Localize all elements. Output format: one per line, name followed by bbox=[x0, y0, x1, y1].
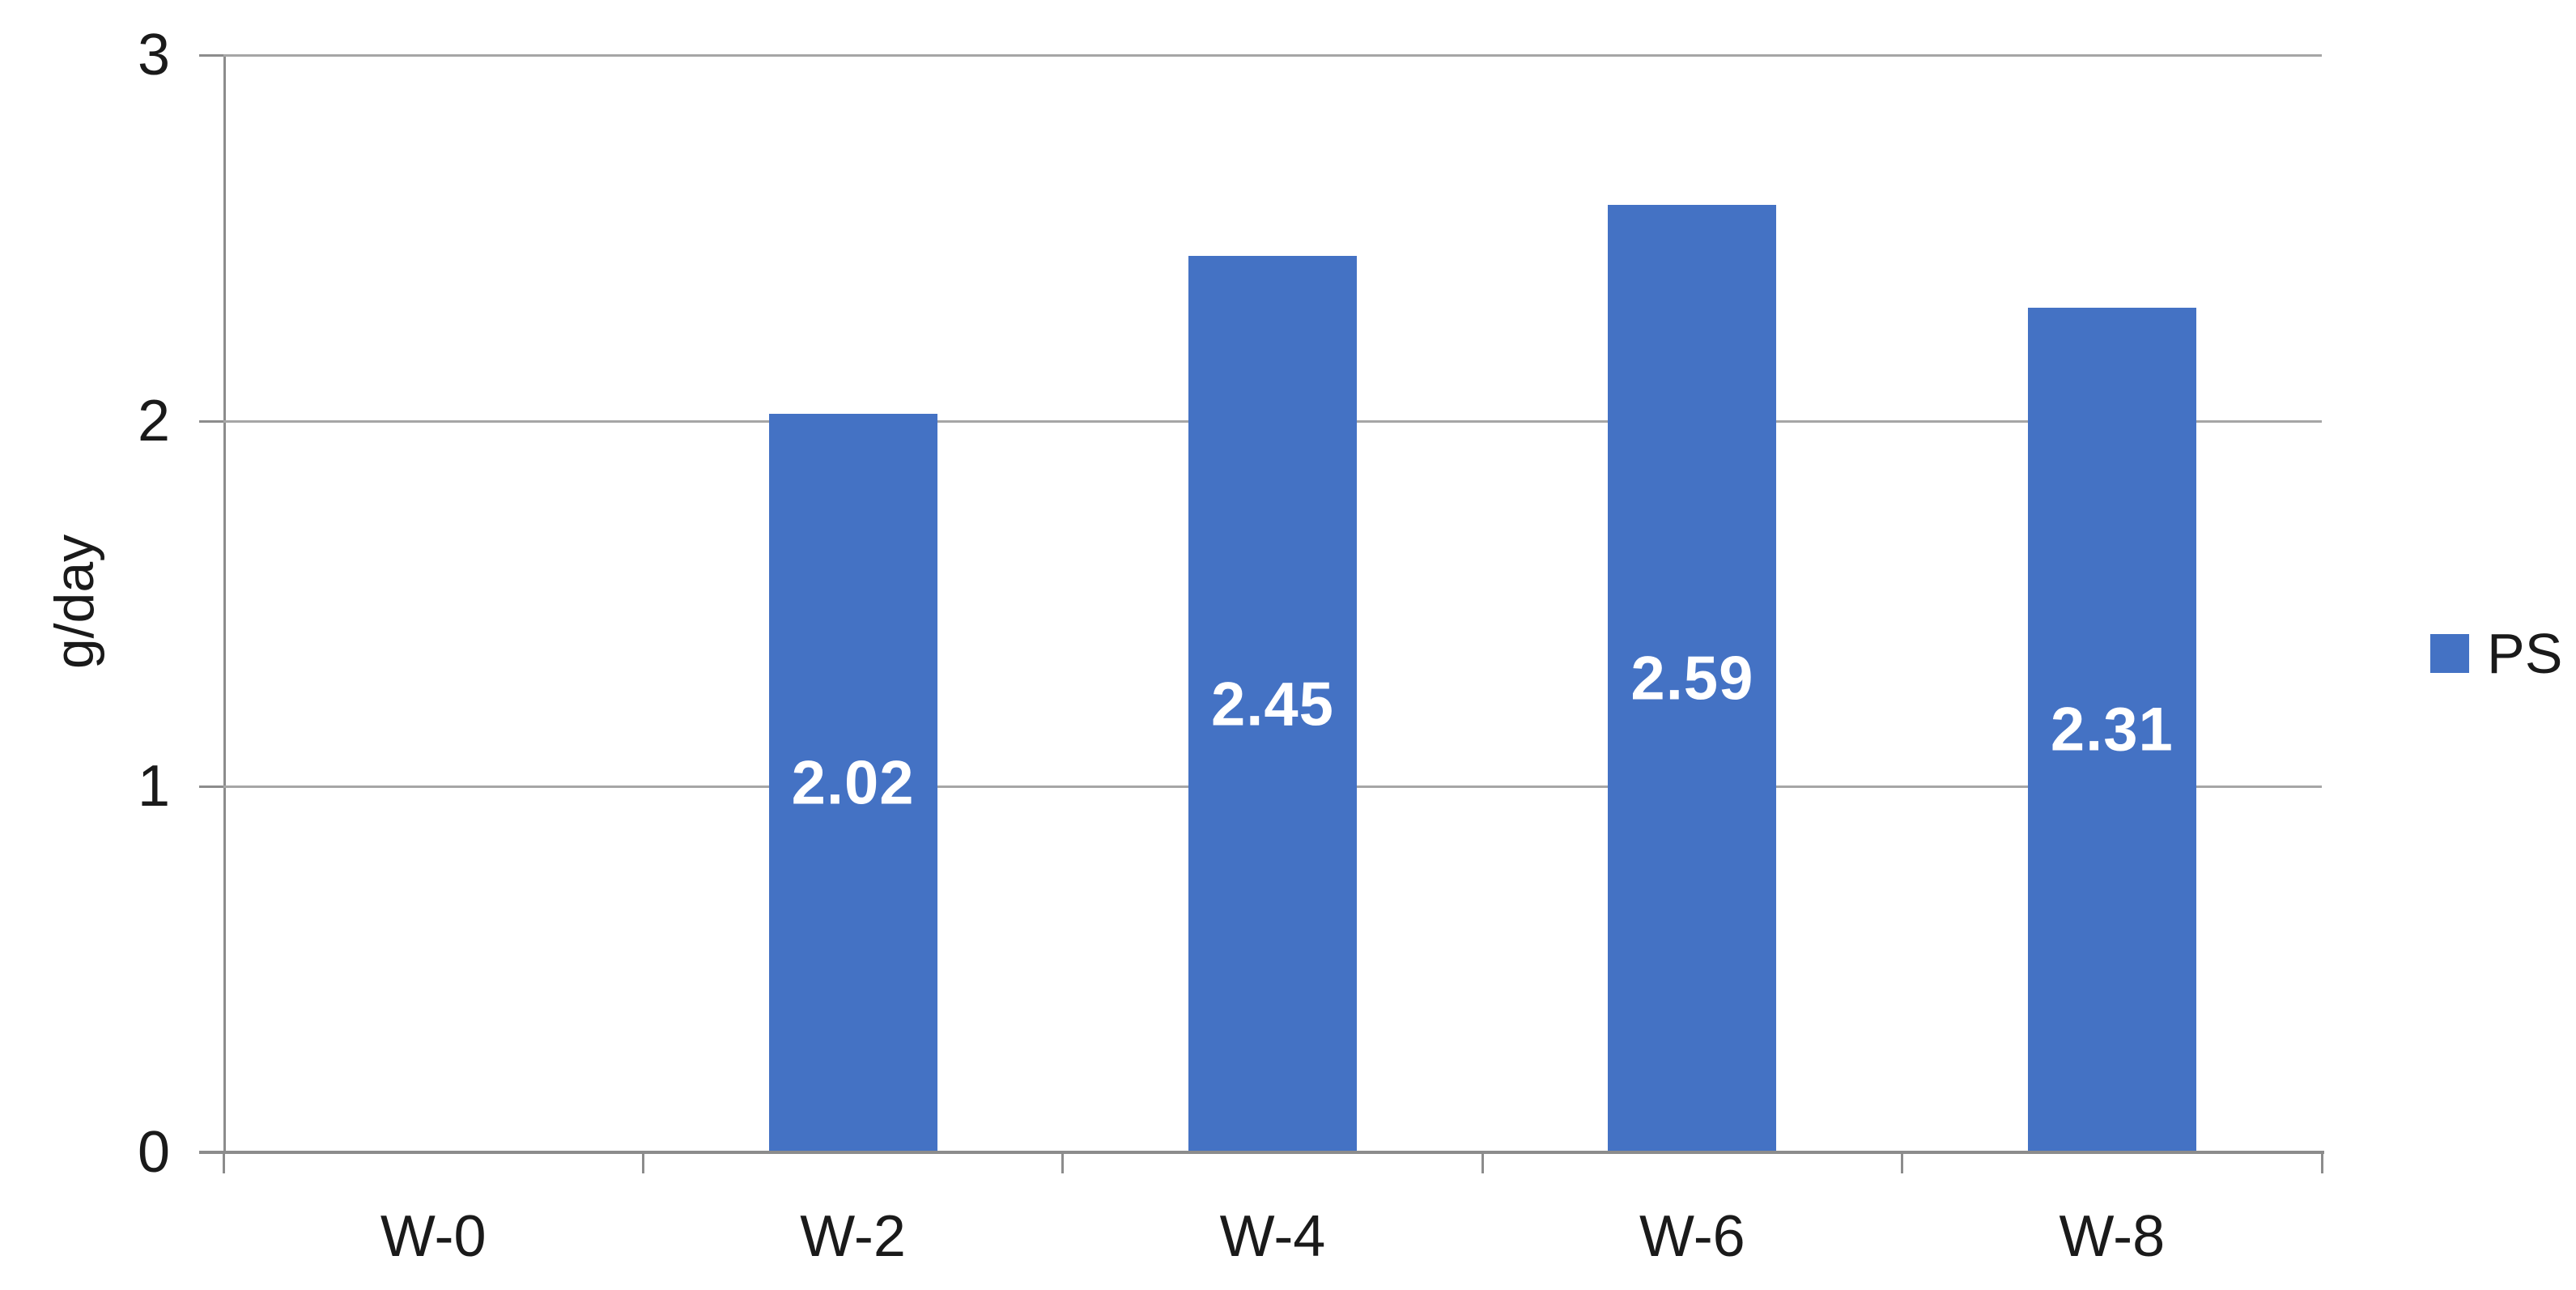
x-category-label: W-4 bbox=[1219, 1204, 1326, 1269]
bar-value-label: 2.59 bbox=[1630, 644, 1754, 713]
x-category-label: W-0 bbox=[380, 1204, 487, 1269]
y-axis-tick-mark bbox=[199, 419, 223, 423]
x-axis-tick-mark bbox=[1061, 1152, 1065, 1173]
bar-w-2: 2.02 bbox=[768, 413, 937, 1152]
x-axis-line bbox=[199, 1151, 2324, 1154]
y-axis-title: g/day bbox=[44, 534, 105, 670]
bar-value-label: 2.31 bbox=[2050, 695, 2174, 764]
bar-w-6: 2.59 bbox=[1608, 205, 1777, 1152]
bar-w-4: 2.45 bbox=[1188, 256, 1357, 1152]
legend: PS bbox=[2430, 625, 2562, 682]
plot-area: 2.02 2.45 2.59 2.31 bbox=[223, 54, 2322, 1152]
x-axis-tick-mark bbox=[1481, 1152, 1484, 1173]
x-axis-tick-mark bbox=[222, 1152, 225, 1173]
x-axis-tick-mark bbox=[2320, 1152, 2323, 1173]
y-tick-label: 1 bbox=[137, 754, 170, 820]
y-axis-line bbox=[223, 55, 226, 1152]
legend-swatch-ps-icon bbox=[2430, 634, 2469, 673]
bar-w-8: 2.31 bbox=[2027, 307, 2196, 1152]
x-category-label: W-2 bbox=[800, 1204, 906, 1269]
bar-value-label: 2.45 bbox=[1211, 670, 1334, 739]
x-axis-tick-mark bbox=[1901, 1152, 1904, 1173]
y-tick-label: 0 bbox=[137, 1120, 170, 1185]
y-tick-label: 3 bbox=[137, 23, 170, 87]
legend-label-ps: PS bbox=[2487, 622, 2563, 685]
gridline-y3 bbox=[223, 54, 2322, 57]
x-category-label: W-6 bbox=[1639, 1204, 1745, 1269]
x-category-label: W-8 bbox=[2059, 1204, 2166, 1269]
y-axis-tick-mark bbox=[199, 1152, 223, 1154]
y-axis-tick-mark bbox=[199, 54, 223, 57]
x-axis-tick-mark bbox=[641, 1152, 644, 1173]
y-axis-tick-mark bbox=[199, 785, 223, 789]
y-tick-label: 2 bbox=[137, 388, 170, 453]
bar-value-label: 2.02 bbox=[791, 748, 915, 818]
